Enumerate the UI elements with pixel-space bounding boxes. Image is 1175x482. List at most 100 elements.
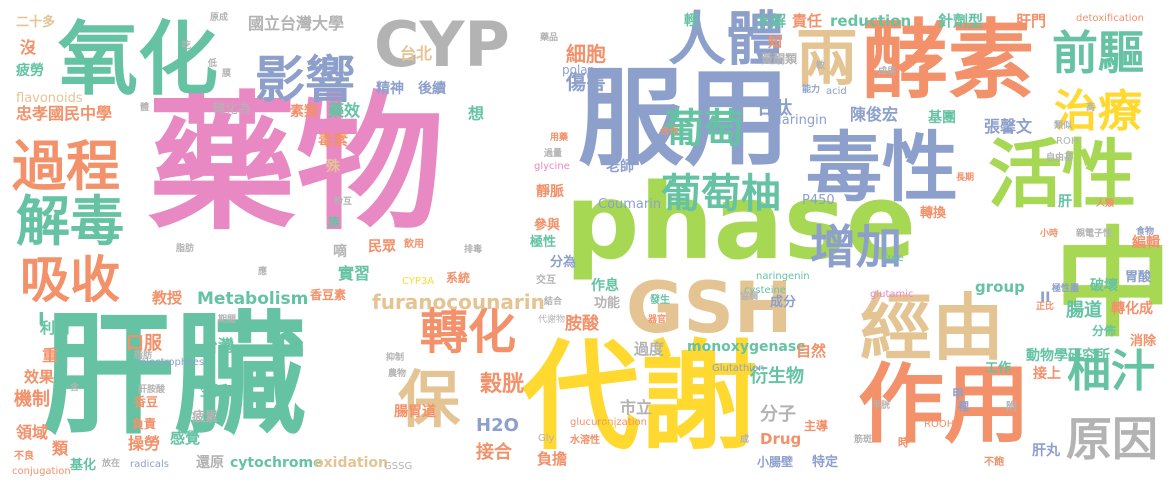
- word-cyp3a: CYP3A: [402, 276, 435, 287]
- word-jituan: 基團: [928, 110, 956, 126]
- word-putao: 葡萄: [664, 106, 744, 152]
- word-liang: 兩: [796, 22, 859, 95]
- word-guoliang: 過量: [544, 149, 563, 159]
- word-fuyong: 服用: [578, 57, 790, 180]
- word-oxidation: oxidation: [314, 455, 388, 471]
- word-gananusuan: 肝胺酸: [138, 385, 166, 395]
- word-mo: 膜: [222, 69, 232, 79]
- word-bianji: 編輯: [1132, 235, 1160, 251]
- word-electrophiles: electrophiles: [140, 357, 205, 368]
- word-guodu: 過度: [634, 340, 665, 358]
- word-shuirongxing: 水溶性: [570, 435, 600, 446]
- word-renti: 人體: [668, 5, 785, 73]
- word-rebonds: 嘀: [333, 244, 347, 260]
- word-houxu: 後續: [418, 81, 446, 97]
- word-mei: 沒: [20, 38, 37, 57]
- word-jiehe: 接合: [476, 442, 512, 463]
- word-zhuanhuacheng: 轉化成: [1111, 301, 1153, 317]
- word-shanghai: 傷害: [566, 70, 606, 94]
- word-nengli: 能力: [802, 85, 821, 95]
- word-xiangdousu: 香豆素: [310, 288, 347, 302]
- word-zhongxiao: 忠孝國民中學: [16, 104, 113, 123]
- word-dusu: 毒素: [318, 131, 349, 149]
- word-xiangdou: 香豆: [134, 395, 159, 409]
- word-guguang: 穀胱: [480, 372, 525, 397]
- word-zhengbi: 正比: [1036, 302, 1055, 312]
- word-rooh: ROOH: [924, 419, 955, 430]
- word-jiedu: 解毒: [16, 190, 124, 253]
- word-free: free: [884, 253, 904, 264]
- word-monoxygenase: monoxygenase: [687, 339, 806, 355]
- word-yaowu: 藥物: [148, 78, 444, 250]
- word-yaoxiao: 藥效: [328, 101, 361, 120]
- word-chengfen: 成分: [770, 295, 797, 310]
- word-weisuan: 胃酸: [1125, 270, 1152, 285]
- word-ziran: 自然: [796, 342, 827, 360]
- word-ying: 應: [258, 267, 268, 277]
- word-jiaohu: 交互: [536, 275, 556, 286]
- word-xiaoguo: 效果: [24, 368, 55, 386]
- word-zhifang: 脂肪: [176, 244, 195, 254]
- word-jinban: 筋斑: [854, 435, 873, 445]
- word-liyong: 利用: [40, 319, 71, 337]
- word-yanghua: 氧化: [58, 13, 218, 106]
- word-shili: 市立: [620, 398, 653, 417]
- word-dongwuxue: 動物學研究所: [1026, 348, 1110, 364]
- word-jiehe2: 結合: [544, 297, 563, 307]
- word-changqi: 長期: [956, 173, 975, 183]
- word-gssg: GSSG: [384, 461, 413, 472]
- word-jixing: 極性: [530, 235, 557, 250]
- word-shiwu: 食物: [1136, 227, 1155, 237]
- word-zhiliao: 治療: [1054, 86, 1142, 137]
- word-yuancheng: 原成: [210, 13, 229, 23]
- word-yinyong: 飲用: [404, 239, 424, 250]
- word-canyu: 參與: [534, 218, 561, 233]
- word-sulei: 素類: [290, 104, 318, 120]
- word-h2o: H2O: [476, 415, 519, 436]
- word-jieshang: 接上: [1033, 366, 1061, 382]
- word-pilao: 疲勞: [16, 63, 44, 79]
- word-ntu: 國立台灣大學: [248, 14, 345, 33]
- word-furanocounarin: furanocounarin: [372, 290, 545, 314]
- word-fenzi: 分子: [760, 404, 796, 425]
- word-jiaoshou: 教授: [152, 289, 183, 307]
- word-paidu: 排毒: [464, 245, 483, 255]
- word-glucuronization: glucuronization: [570, 417, 647, 428]
- word-yaopin: 藥品: [540, 33, 559, 43]
- word-zhenjixing: 針劑型: [938, 12, 984, 30]
- word-banguang: 半胱: [872, 401, 891, 411]
- word-daixiewu: 代謝物: [538, 315, 566, 325]
- word-duxing: 毒性: [806, 123, 958, 212]
- word-yizhi: 抑制: [386, 353, 405, 363]
- word-zhuanhuawei: 轉化為: [212, 102, 252, 117]
- word-xishou: 吸收: [20, 251, 120, 309]
- word-polar: polar: [562, 63, 593, 77]
- word-qijian: 期間: [218, 315, 237, 325]
- word-zu: 族: [328, 215, 341, 229]
- word-fuze: 負責: [132, 417, 157, 431]
- word-jihua: 基化: [70, 458, 97, 473]
- word-qing: 輕: [684, 13, 698, 29]
- word-coumarin: Coumarin: [598, 197, 662, 212]
- word-bao: 保: [398, 363, 461, 436]
- word-yanshengwu: 衍生物: [750, 366, 804, 387]
- word-pohuai: 破壞: [1090, 278, 1118, 294]
- word-glu: Glu: [600, 420, 617, 431]
- word-yuanyin: 原因: [1066, 412, 1158, 466]
- word-xitong: 系統: [446, 271, 471, 285]
- word-changweidao: 腸胃道: [394, 404, 436, 420]
- word-xiang: 想: [468, 104, 485, 123]
- word-taipei: 台北: [400, 44, 433, 63]
- word-ganjue: 感覺: [170, 429, 201, 447]
- word-xiaochangbi: 小腸壁: [757, 455, 794, 469]
- word-cysteine: cysteine: [744, 285, 786, 296]
- word-yingxiang: 影響: [255, 51, 355, 109]
- word-jingshen: 精神: [376, 81, 404, 97]
- word-ti: 體: [140, 103, 150, 113]
- word-zhuanhuan: 轉換: [920, 206, 947, 221]
- word-zhuanhua: 轉化: [420, 304, 517, 360]
- word-teding: 特定: [812, 455, 839, 470]
- word-cyp: CYP: [374, 8, 510, 81]
- word-shi: 時: [898, 436, 909, 449]
- word-yongyao: 用藥: [550, 133, 569, 143]
